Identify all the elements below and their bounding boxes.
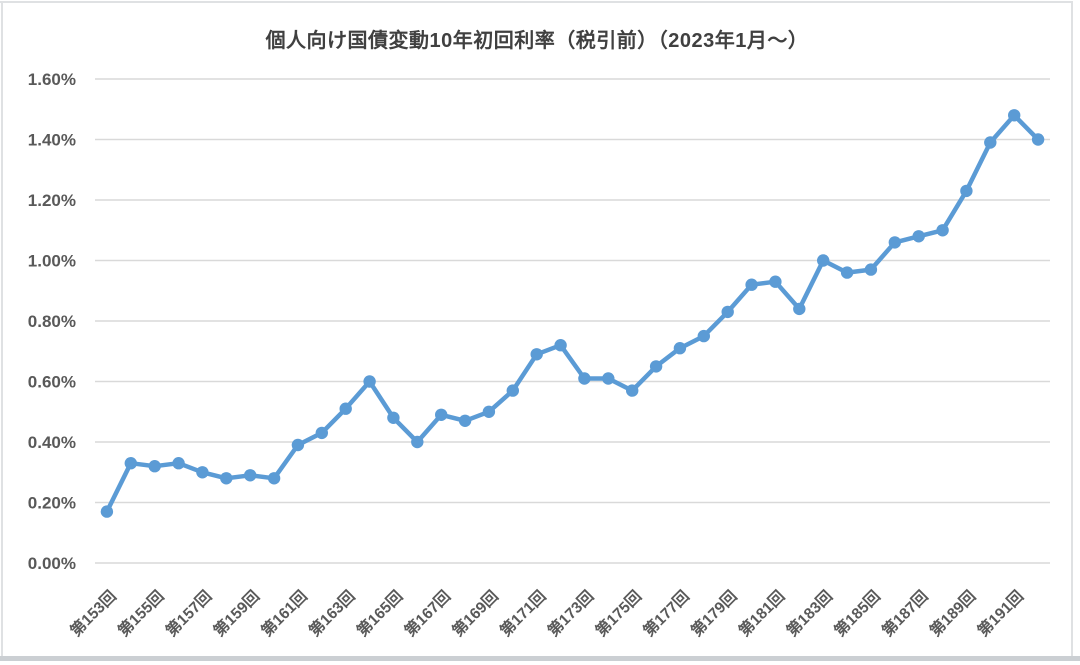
x-tick-label: 第161回 (257, 586, 311, 640)
y-tick-label: 1.00% (28, 252, 76, 271)
data-point (912, 230, 925, 243)
y-tick-label: 0.20% (28, 494, 76, 513)
data-point (315, 426, 328, 440)
x-tick-label: 第177回 (639, 586, 693, 640)
data-point (530, 348, 543, 361)
data-point (793, 302, 806, 316)
x-tick-label: 第171回 (496, 586, 550, 640)
data-point (244, 469, 257, 482)
data-point (482, 405, 496, 418)
data-point (602, 372, 615, 385)
y-axis-labels: 0.00% 0.20% 0.40% 0.60% 0.80% 1.00% 1.20% 1.40%… (28, 70, 76, 573)
x-tick-label: 第165回 (353, 586, 407, 640)
data-points (100, 109, 1045, 518)
x-tick-label: 第189回 (926, 586, 980, 640)
data-point (840, 266, 854, 279)
chart-title: 個人向け国債変動10年初回利率（税引前）（2023年1月～） (265, 30, 809, 52)
data-point (458, 414, 472, 427)
data-point (888, 236, 901, 249)
x-tick-label: 第185回 (830, 586, 884, 640)
x-axis-labels: 第153回第155回第157回第159回第161回第163回第165回第167回… (66, 586, 1027, 640)
y-tick-label: 0.00% (28, 554, 76, 573)
y-tick-label: 0.80% (28, 312, 76, 331)
x-tick-label: 第183回 (782, 586, 836, 640)
data-point (220, 472, 233, 485)
x-tick-label: 第173回 (544, 586, 598, 640)
y-tick-label: 0.40% (28, 433, 76, 452)
window-border-left (1, 1, 3, 656)
x-tick-label: 第187回 (878, 586, 932, 640)
data-point (1008, 109, 1021, 122)
data-point (817, 254, 830, 267)
x-tick-label: 第157回 (162, 586, 216, 640)
data-point (506, 384, 519, 397)
x-tick-label: 第175回 (591, 586, 645, 640)
data-point (196, 466, 209, 479)
data-point (864, 263, 878, 276)
x-tick-label: 第167回 (400, 586, 454, 640)
data-point (721, 305, 734, 319)
data-point (435, 408, 448, 421)
x-tick-label: 第179回 (687, 586, 741, 640)
data-point (363, 375, 376, 388)
window-bottom-edge (0, 656, 1080, 661)
gridlines (95, 78, 1050, 564)
data-point (100, 505, 114, 518)
x-tick-label: 第163回 (305, 586, 359, 640)
data-point (339, 402, 352, 415)
data-point (148, 460, 161, 473)
data-point (960, 184, 973, 198)
data-point (124, 457, 137, 470)
data-point (1031, 133, 1045, 146)
x-tick-label: 第155回 (114, 586, 168, 640)
data-point (387, 411, 400, 424)
data-point (172, 457, 185, 470)
data-point (649, 360, 663, 373)
data-point (554, 339, 567, 352)
data-point (697, 329, 710, 343)
x-tick-label: 第169回 (448, 586, 502, 640)
data-point (745, 278, 758, 291)
window-border-right (1071, 1, 1073, 656)
x-tick-label: 第153回 (66, 586, 120, 640)
x-tick-label: 第191回 (973, 586, 1027, 640)
y-tick-label: 1.20% (28, 191, 76, 210)
data-line (104, 113, 1041, 514)
data-point (673, 342, 687, 355)
x-tick-label: 第181回 (735, 586, 789, 640)
data-point (267, 472, 281, 485)
data-point (626, 384, 639, 397)
y-tick-label: 0.60% (28, 373, 76, 392)
data-point (411, 435, 424, 449)
x-tick-label: 第159回 (209, 586, 263, 640)
data-point (936, 224, 949, 237)
y-tick-label: 1.60% (28, 70, 76, 89)
data-point (291, 438, 305, 452)
y-tick-label: 1.40% (28, 131, 76, 150)
data-point (984, 136, 997, 149)
data-point (769, 275, 782, 288)
data-point (578, 372, 591, 385)
window-border-top (0, 1, 1073, 3)
